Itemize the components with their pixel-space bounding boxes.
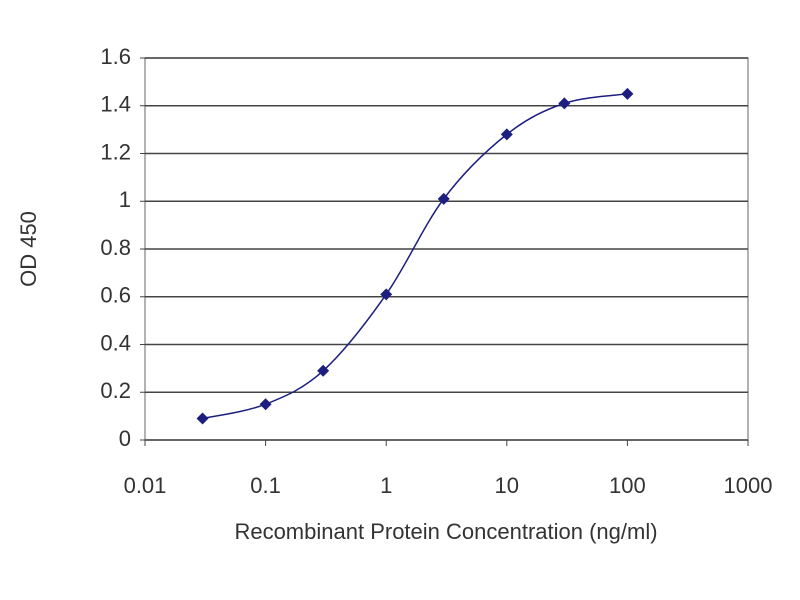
data-point: [317, 364, 330, 377]
x-tick-label: 0.1: [250, 473, 281, 498]
y-tick-label: 0.8: [100, 235, 131, 260]
data-point: [437, 192, 450, 205]
y-tick-label: 0.2: [100, 378, 131, 403]
y-tick-label: 1.6: [100, 44, 131, 69]
data-point: [259, 398, 272, 411]
y-tick-label: 0: [119, 426, 131, 451]
data-point: [621, 87, 634, 100]
x-tick-label: 10: [495, 473, 519, 498]
data-point: [380, 288, 393, 301]
y-tick-label: 1: [119, 187, 131, 212]
x-axis-label: Recombinant Protein Concentration (ng/ml…: [234, 519, 657, 544]
x-tick-label: 100: [609, 473, 646, 498]
y-tick-label: 0.6: [100, 283, 131, 308]
data-point: [558, 97, 571, 110]
y-tick-label: 1.4: [100, 92, 131, 117]
data-point: [500, 128, 513, 141]
x-tick-label: 1000: [724, 473, 773, 498]
data-point: [196, 412, 209, 425]
x-tick-label: 1: [380, 473, 392, 498]
y-tick-label: 0.4: [100, 330, 131, 355]
y-tick-label: 1.2: [100, 139, 131, 164]
series-line: [202, 93, 628, 420]
x-tick-label: 0.01: [124, 473, 167, 498]
y-axis-label: OD 450: [16, 211, 41, 287]
